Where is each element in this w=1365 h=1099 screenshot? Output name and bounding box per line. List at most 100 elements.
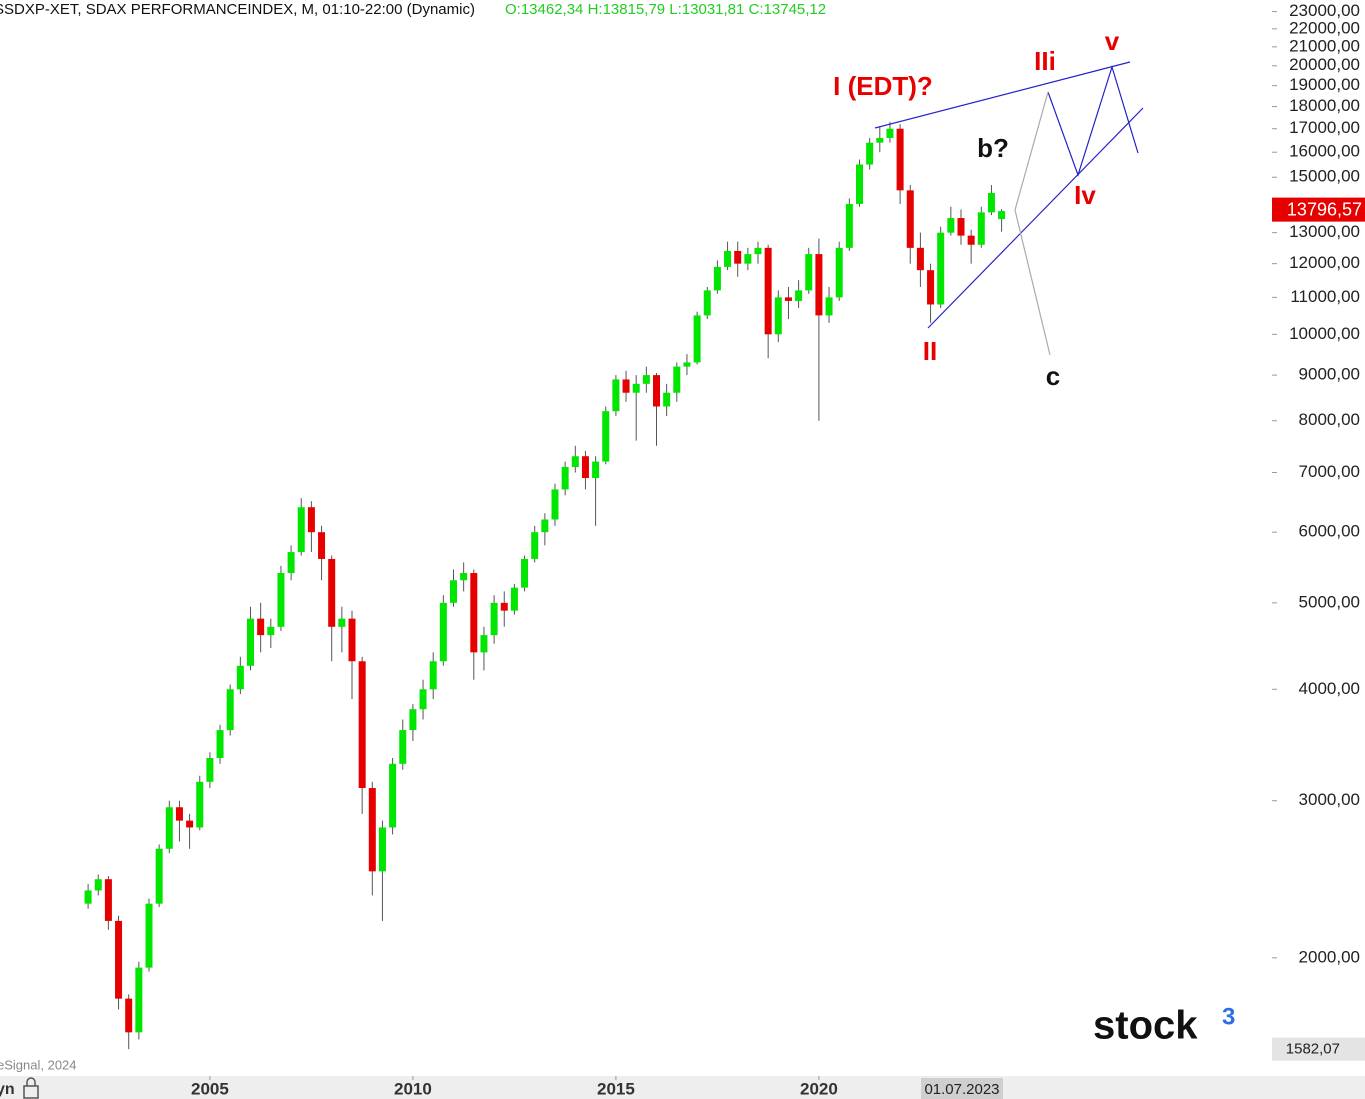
candle-body bbox=[145, 903, 153, 968]
footer-source: eSignal, 2024 bbox=[0, 1057, 77, 1072]
trend-line bbox=[927, 107, 1144, 329]
candle-body bbox=[348, 618, 356, 662]
drawings bbox=[874, 61, 1144, 356]
y-axis-panel bbox=[1272, 0, 1365, 1099]
candle-body bbox=[927, 270, 935, 305]
candle-body bbox=[409, 709, 417, 731]
candle-body bbox=[510, 587, 518, 611]
y-tick-label: 3000,00 bbox=[1299, 790, 1360, 809]
y-tick-label: 18000,00 bbox=[1289, 96, 1360, 115]
candle-body bbox=[115, 920, 123, 999]
candle-body bbox=[835, 247, 843, 298]
candle-body bbox=[784, 297, 792, 301]
candle-body bbox=[338, 618, 346, 627]
candle-body bbox=[916, 247, 924, 271]
candle-body bbox=[287, 552, 295, 574]
candle-body bbox=[450, 580, 458, 603]
candle-body bbox=[957, 218, 965, 236]
candle-body bbox=[155, 848, 163, 904]
y-tick-label: 21000,00 bbox=[1289, 36, 1360, 55]
y-tick-label: 19000,00 bbox=[1289, 75, 1360, 94]
last-price-label: 13796,57 bbox=[1287, 199, 1362, 219]
y-tick-label: 5000,00 bbox=[1299, 592, 1360, 611]
header-symbol: SSDXP-XET, SDAX PERFORMANCEINDEX, M, 01:… bbox=[0, 1, 475, 18]
lock-icon bbox=[23, 1077, 39, 1099]
candle-body bbox=[713, 266, 721, 291]
candle-body bbox=[571, 456, 579, 467]
candle-body bbox=[125, 998, 133, 1033]
candle-body bbox=[439, 602, 447, 662]
candle-body bbox=[561, 466, 569, 490]
candle-body bbox=[307, 507, 315, 533]
header-ohlc: O:13462,34 H:13815,79 L:13031,81 C:13745… bbox=[505, 1, 826, 18]
candle-body bbox=[683, 362, 691, 367]
candle-body bbox=[977, 212, 985, 245]
logo-text: stock bbox=[1093, 1004, 1198, 1048]
y-tick-label: 15000,00 bbox=[1289, 167, 1360, 186]
low-label: 1582,07 bbox=[1286, 1041, 1340, 1058]
candle-body bbox=[378, 827, 386, 872]
y-tick-label: 17000,00 bbox=[1289, 118, 1360, 137]
candle-body bbox=[135, 967, 143, 1033]
candle-body bbox=[622, 379, 630, 393]
wave-label: IIi bbox=[1034, 46, 1056, 76]
plot-area bbox=[84, 121, 1006, 1050]
candle-body bbox=[734, 250, 742, 264]
candle-body bbox=[186, 820, 194, 828]
candle-body bbox=[612, 379, 620, 412]
candle-body bbox=[551, 489, 559, 520]
candle-body bbox=[653, 375, 661, 407]
candle-body bbox=[845, 203, 853, 248]
y-tick-label: 20000,00 bbox=[1289, 55, 1360, 74]
candle-body bbox=[490, 602, 498, 636]
candle-body bbox=[480, 635, 488, 653]
candle-body bbox=[663, 392, 671, 407]
candle-body bbox=[987, 193, 995, 213]
candle-body bbox=[724, 250, 732, 267]
wave-label: I (EDT)? bbox=[833, 71, 933, 101]
candle-body bbox=[318, 532, 326, 559]
cursor-label: 01.07.2023 bbox=[924, 1081, 999, 1098]
candle-body bbox=[581, 456, 589, 479]
candle-body bbox=[460, 573, 468, 581]
candle-body bbox=[896, 128, 904, 191]
y-tick-label: 2000,00 bbox=[1299, 947, 1360, 966]
x-tick-label: 2010 bbox=[394, 1079, 432, 1098]
candle-body bbox=[470, 573, 478, 653]
projection-path bbox=[1014, 209, 1051, 356]
cursor-box bbox=[921, 1078, 1004, 1099]
y-tick-label: 22000,00 bbox=[1289, 18, 1360, 37]
candle-body bbox=[632, 383, 640, 393]
candle-body bbox=[602, 411, 610, 462]
y-tick-label: 7000,00 bbox=[1299, 462, 1360, 481]
candle-body bbox=[967, 235, 975, 245]
candle-body bbox=[815, 254, 823, 316]
candle-body bbox=[531, 532, 539, 559]
candle-body bbox=[297, 507, 305, 553]
y-tick-label: 11000,00 bbox=[1290, 287, 1360, 306]
trend-line bbox=[874, 61, 1131, 129]
candle-body bbox=[226, 689, 234, 731]
candle-body bbox=[744, 254, 752, 264]
projection-path bbox=[1014, 91, 1049, 211]
candle-body bbox=[774, 297, 782, 335]
candle-body bbox=[795, 290, 803, 301]
candle-body bbox=[216, 730, 224, 758]
x-tick-label: 2015 bbox=[597, 1079, 635, 1098]
candle-body bbox=[419, 689, 427, 710]
wave-label: Iv bbox=[1074, 180, 1096, 210]
y-tick-label: 8000,00 bbox=[1299, 410, 1360, 429]
x-tick-label: 2005 bbox=[191, 1079, 229, 1098]
y-tick-label: 23000,00 bbox=[1289, 1, 1360, 20]
y-tick-label: 13000,00 bbox=[1289, 222, 1360, 241]
y-tick-label: 4000,00 bbox=[1299, 679, 1360, 698]
candle-body bbox=[947, 218, 955, 233]
candle-body bbox=[429, 661, 437, 690]
candle-body bbox=[886, 128, 894, 138]
candle-body bbox=[358, 661, 366, 789]
candle-body bbox=[866, 142, 874, 165]
candle-body bbox=[825, 297, 833, 316]
candle-body bbox=[267, 626, 275, 636]
wave-label: II bbox=[923, 336, 937, 366]
